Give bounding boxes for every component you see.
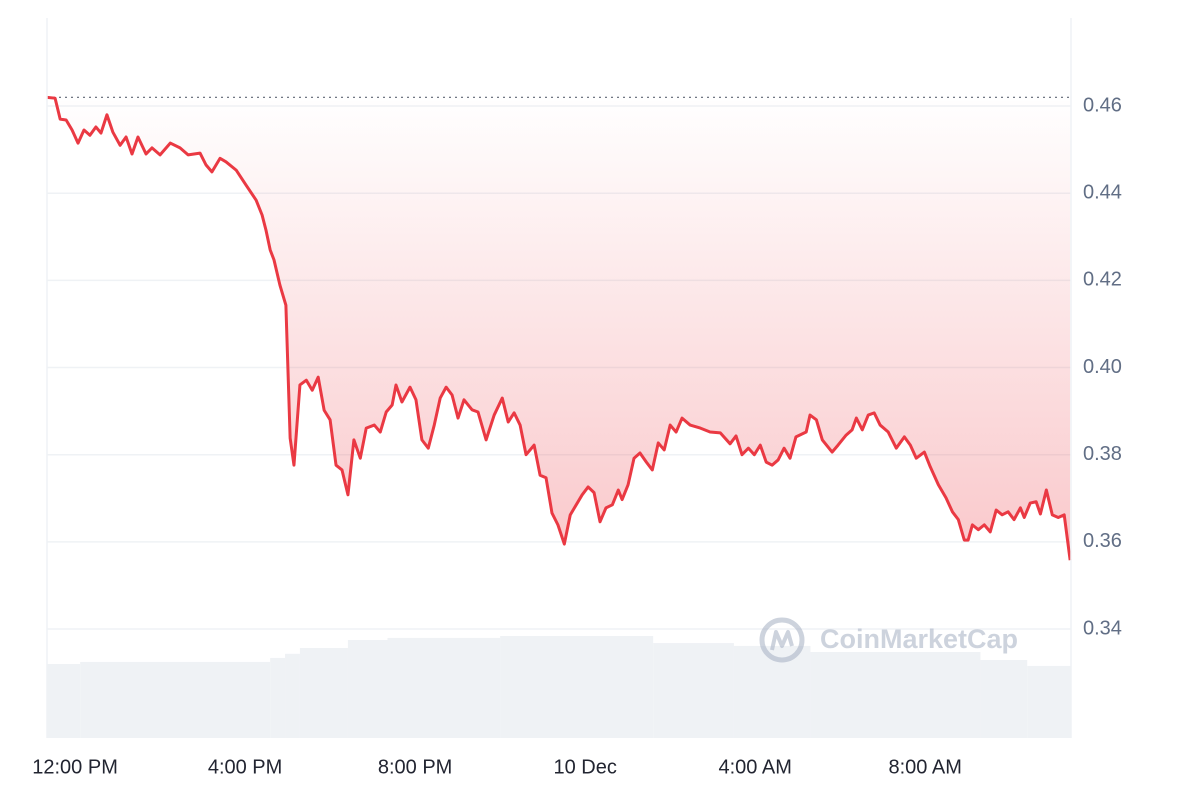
volume-bar (653, 643, 734, 738)
volume-bar (1027, 665, 1071, 738)
watermark-logo-mark (770, 630, 794, 651)
price-area (47, 97, 1071, 561)
plot-layer (46, 95, 1072, 561)
volume-bar (810, 652, 981, 738)
watermark-logo (759, 617, 805, 663)
y-tick-label: 0.44 (1083, 181, 1122, 203)
x-tick-label: 8:00 PM (378, 756, 452, 778)
volume-bar (285, 653, 300, 738)
volume-bar (347, 640, 388, 738)
volume-layer (47, 636, 1071, 738)
x-tick-label: 8:00 AM (889, 756, 962, 778)
volume-bar (733, 645, 811, 738)
volume-bar (980, 660, 1028, 738)
y-tick-label: 0.34 (1083, 617, 1122, 639)
y-tick-label: 0.40 (1083, 356, 1122, 378)
x-tick-label: 12:00 PM (32, 756, 118, 778)
watermark: CoinMarketCap (759, 617, 1018, 663)
y-tick-label: 0.42 (1083, 269, 1122, 291)
x-tick-label: 4:00 PM (208, 756, 282, 778)
volume-bar (299, 648, 348, 738)
x-tick-label: 4:00 AM (718, 756, 791, 778)
y-tick-label: 0.38 (1083, 443, 1122, 465)
volume-bar (80, 661, 271, 738)
price-line (46, 95, 1072, 561)
y-tick-label: 0.36 (1083, 530, 1122, 552)
x-tick-label: 10 Dec (553, 756, 616, 778)
volume-bar (270, 657, 286, 738)
volume-bar (387, 637, 501, 738)
watermark-text: CoinMarketCap (820, 624, 1018, 654)
axis-labels: 0.34 0.36 0.38 0.40 0.42 0.44 0.46 12:00 PM 4:00… (32, 94, 1122, 778)
volume-bar (500, 636, 654, 738)
volume-bar (47, 664, 81, 738)
y-tick-label: 0.46 (1083, 94, 1122, 116)
